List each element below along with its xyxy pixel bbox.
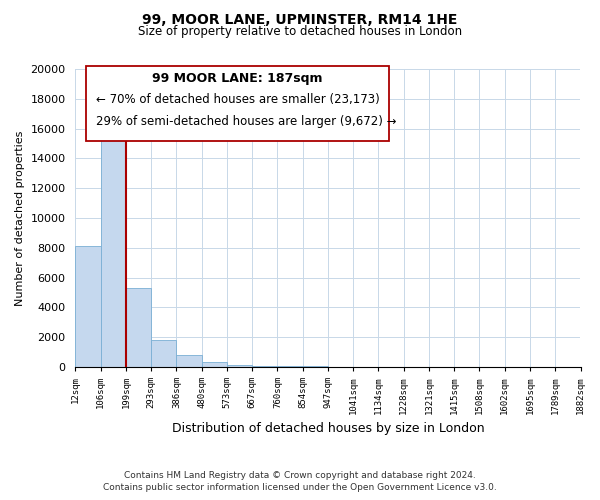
Bar xyxy=(252,366,277,367)
Text: ← 70% of detached houses are smaller (23,173): ← 70% of detached houses are smaller (23… xyxy=(95,93,379,106)
Bar xyxy=(227,365,252,367)
Bar xyxy=(202,362,227,367)
Bar xyxy=(302,366,328,367)
Text: Size of property relative to detached houses in London: Size of property relative to detached ho… xyxy=(138,25,462,38)
FancyBboxPatch shape xyxy=(86,66,389,140)
Bar xyxy=(277,366,302,367)
Y-axis label: Number of detached properties: Number of detached properties xyxy=(15,130,25,306)
X-axis label: Distribution of detached houses by size in London: Distribution of detached houses by size … xyxy=(172,422,484,435)
Bar xyxy=(176,355,202,367)
Bar xyxy=(126,288,151,367)
Text: Contains HM Land Registry data © Crown copyright and database right 2024.
Contai: Contains HM Land Registry data © Crown c… xyxy=(103,471,497,492)
Text: 29% of semi-detached houses are larger (9,672) →: 29% of semi-detached houses are larger (… xyxy=(95,115,396,128)
Text: 99, MOOR LANE, UPMINSTER, RM14 1HE: 99, MOOR LANE, UPMINSTER, RM14 1HE xyxy=(142,12,458,26)
Bar xyxy=(151,340,176,367)
Bar xyxy=(76,246,101,367)
Text: 99 MOOR LANE: 187sqm: 99 MOOR LANE: 187sqm xyxy=(152,72,322,85)
Bar xyxy=(101,121,126,367)
